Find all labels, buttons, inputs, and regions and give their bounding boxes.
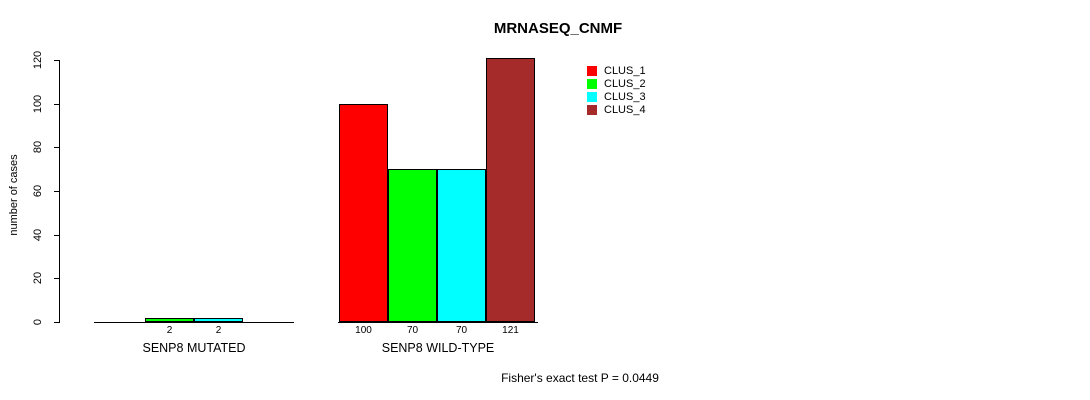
bar-clus_2-wildtype xyxy=(388,169,437,322)
legend-label: CLUS_3 xyxy=(604,91,646,103)
bar-clus_1-wildtype xyxy=(339,104,388,322)
bar-value-label: 2 xyxy=(215,325,222,336)
bar-value-label: 70 xyxy=(406,325,419,336)
y-tick xyxy=(54,147,59,148)
bar-clus_3-wildtype xyxy=(437,169,486,322)
y-tick-label: 0 xyxy=(32,318,44,326)
legend-swatch-icon xyxy=(587,105,597,115)
y-tick-label: 60 xyxy=(32,184,44,198)
y-tick xyxy=(54,278,59,279)
legend-swatch-icon xyxy=(587,92,597,102)
bar-clus_3-mutated xyxy=(194,318,243,322)
y-tick-label: 20 xyxy=(32,271,44,285)
group-label-wildtype: SENP8 WILD-TYPE xyxy=(381,341,495,355)
y-tick xyxy=(54,322,59,323)
legend-swatch-icon xyxy=(587,66,597,76)
x-baseline xyxy=(338,322,538,323)
y-axis-line xyxy=(59,60,60,323)
y-tick xyxy=(54,235,59,236)
bar-clus_4-wildtype xyxy=(486,58,535,322)
legend-label: CLUS_4 xyxy=(604,104,646,116)
bar-clus_2-mutated xyxy=(145,318,194,322)
legend-item-clus_4: CLUS_4 xyxy=(587,104,646,116)
legend-item-clus_3: CLUS_3 xyxy=(587,91,646,103)
y-tick xyxy=(54,191,59,192)
group-label-mutated: SENP8 MUTATED xyxy=(142,341,246,355)
y-tick-label: 80 xyxy=(32,140,44,154)
y-tick-label: 120 xyxy=(32,50,44,70)
y-tick-label: 100 xyxy=(32,94,44,114)
y-tick-label: 40 xyxy=(32,228,44,242)
fisher-test-annotation: Fisher's exact test P = 0.0449 xyxy=(501,371,659,385)
legend-item-clus_1: CLUS_1 xyxy=(587,65,646,77)
x-baseline xyxy=(94,322,294,323)
bar-value-label: 100 xyxy=(355,325,372,336)
legend-label: CLUS_1 xyxy=(604,65,646,77)
y-tick xyxy=(54,104,59,105)
bar-value-label: 121 xyxy=(502,325,519,336)
bar-value-label: 2 xyxy=(166,325,173,336)
legend-swatch-icon xyxy=(587,79,597,89)
legend-label: CLUS_2 xyxy=(604,78,646,90)
y-axis-label: number of cases xyxy=(8,154,20,236)
legend-item-clus_2: CLUS_2 xyxy=(587,78,646,90)
y-tick xyxy=(54,60,59,61)
legend: CLUS_1 CLUS_2 CLUS_3 CLUS_4 xyxy=(587,65,646,116)
chart-title: MRNASEQ_CNMF xyxy=(493,20,623,37)
bar-value-label: 70 xyxy=(455,325,468,336)
